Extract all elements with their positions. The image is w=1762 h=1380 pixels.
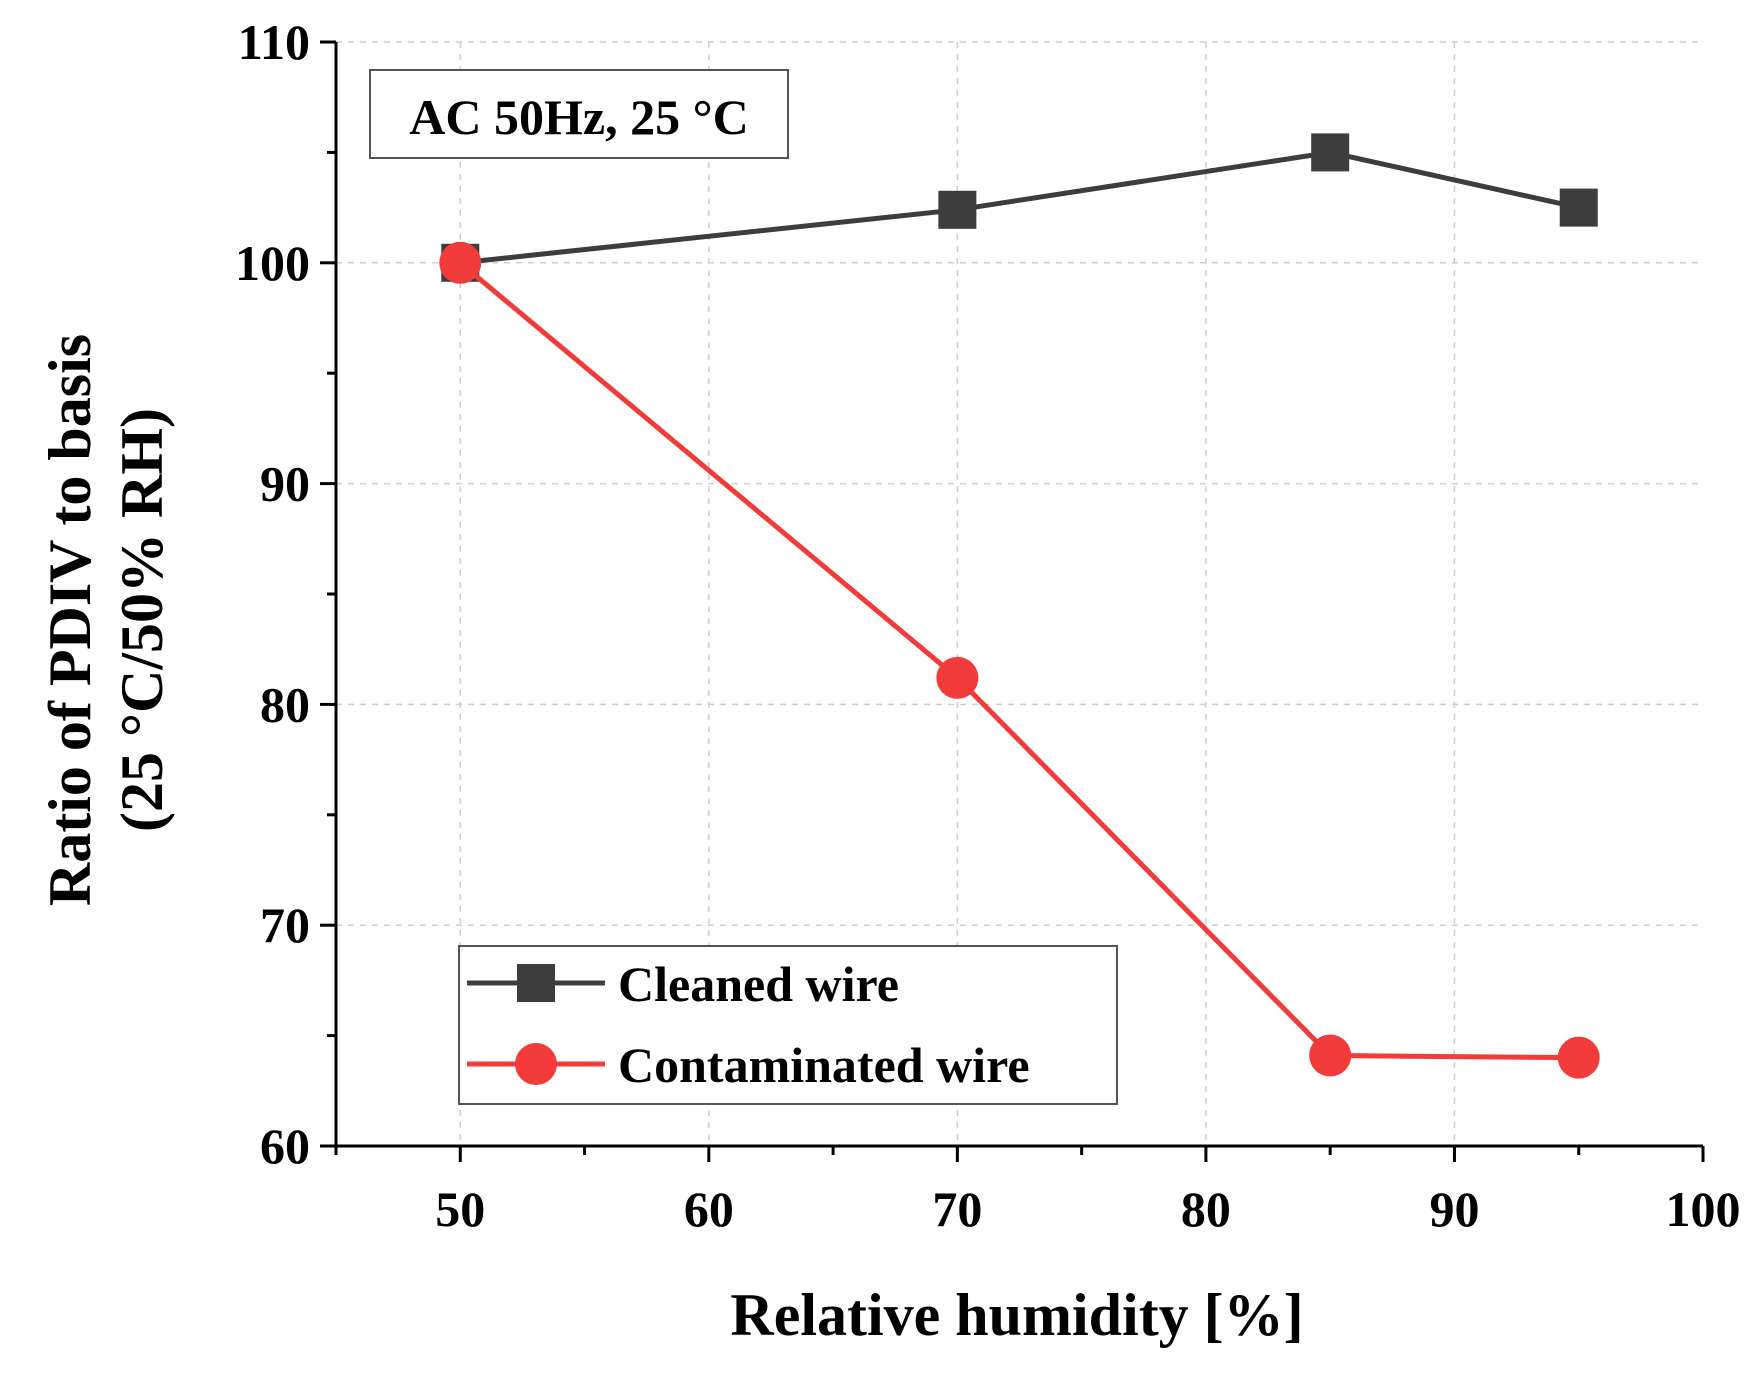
data-point-circle bbox=[1309, 1034, 1352, 1077]
y-tick-label: 110 bbox=[238, 14, 310, 70]
y-tick-label: 70 bbox=[260, 897, 310, 953]
legend-marker-circle bbox=[515, 1043, 557, 1085]
y-tick-label: 100 bbox=[235, 235, 310, 291]
legend-entry: Cleaned wire bbox=[467, 956, 899, 1012]
y-axis-title: Ratio of PDIV to basis (25 °C/50% RH) bbox=[37, 334, 175, 906]
series-line bbox=[460, 149, 1580, 266]
annotation-box: AC 50Hz, 25 °C bbox=[369, 69, 789, 159]
annotation-frame bbox=[369, 69, 789, 159]
series-layer bbox=[439, 133, 1600, 1079]
data-point-circle bbox=[1557, 1036, 1600, 1079]
x-tick-label: 50 bbox=[435, 1181, 485, 1237]
axes: 50 60 70 80 90 100 60 70 80 90 100 110 bbox=[235, 14, 1741, 1237]
legend-frame bbox=[458, 945, 1118, 1105]
y-axis-title-line1: Ratio of PDIV to basis bbox=[37, 334, 103, 906]
data-point-square bbox=[1311, 133, 1350, 172]
x-axis-title: Relative humidity [%] bbox=[730, 1282, 1303, 1348]
y-tick-label: 60 bbox=[260, 1118, 310, 1174]
y-axis-title-line2: (25 °C/50% RH) bbox=[109, 408, 175, 832]
series-contaminated-wire bbox=[439, 241, 1600, 1079]
legend: Cleaned wire Contaminated wire bbox=[458, 945, 1118, 1105]
y-tick-label: 80 bbox=[260, 676, 310, 732]
y-tick-label: 90 bbox=[260, 456, 310, 512]
series-line bbox=[458, 260, 1579, 1061]
x-tick-label: 90 bbox=[1429, 1181, 1479, 1237]
x-tick-label: 60 bbox=[684, 1181, 734, 1237]
legend-entry: Contaminated wire bbox=[467, 1037, 1030, 1093]
legend-label: Cleaned wire bbox=[618, 956, 899, 1012]
data-point-square bbox=[1559, 188, 1598, 227]
legend-marker-square bbox=[517, 964, 555, 1002]
x-tick-label: 100 bbox=[1666, 1181, 1741, 1237]
x-tick-label: 70 bbox=[932, 1181, 982, 1237]
data-point-square bbox=[938, 190, 977, 229]
legend-label: Contaminated wire bbox=[618, 1037, 1030, 1093]
annotation-text: AC 50Hz, 25 °C bbox=[409, 89, 748, 145]
x-tick-label: 80 bbox=[1181, 1181, 1231, 1237]
data-point-circle bbox=[439, 241, 482, 284]
data-point-circle bbox=[936, 656, 979, 699]
